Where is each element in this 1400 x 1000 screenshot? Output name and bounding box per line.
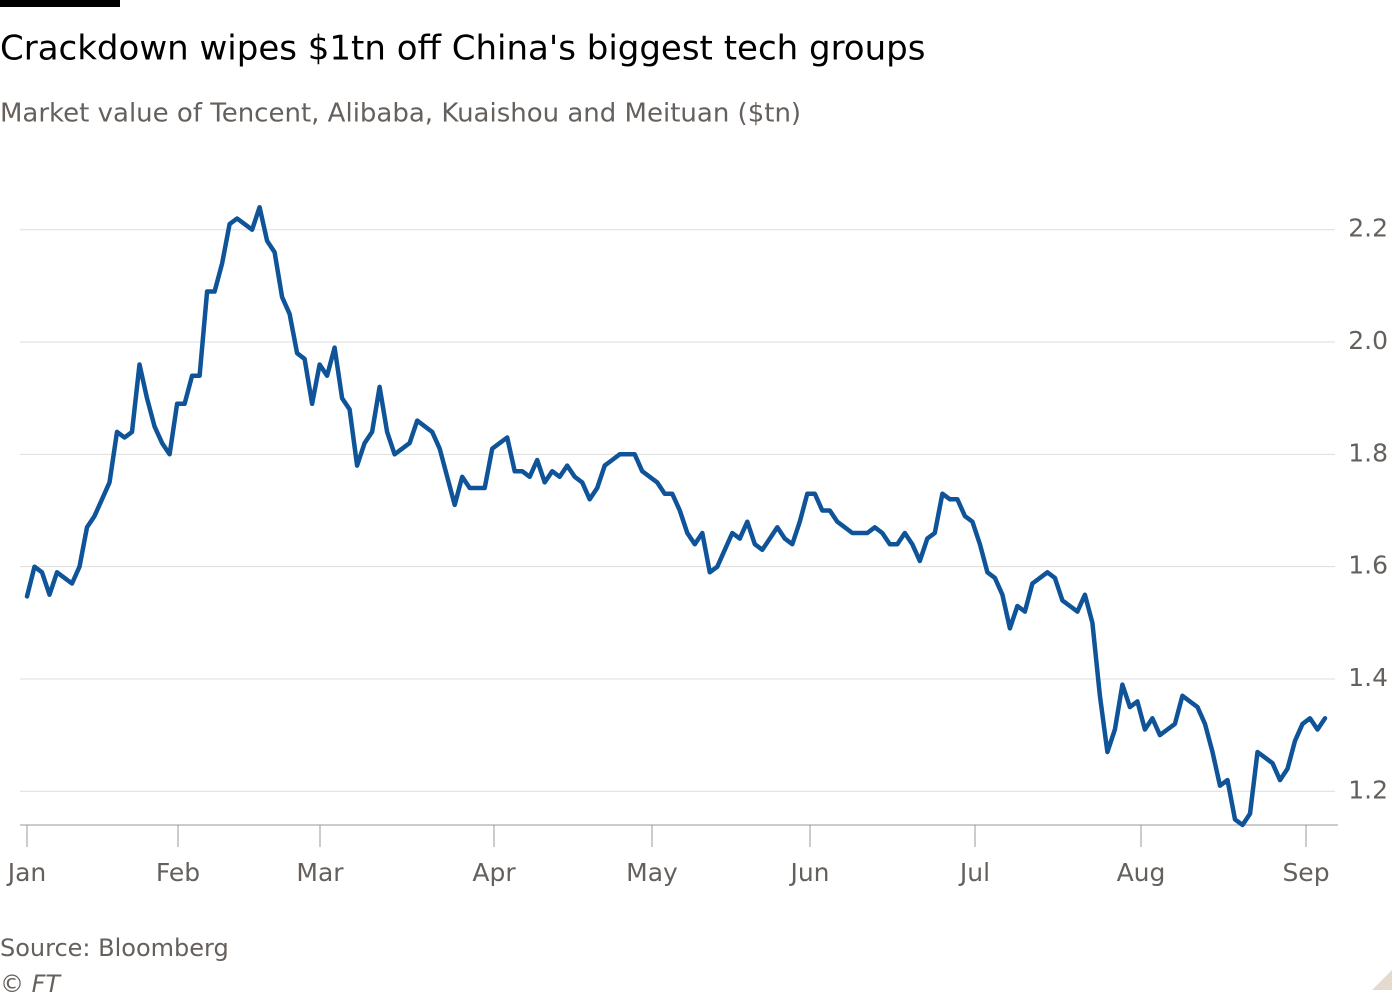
y-tick-label: 1.4: [1348, 663, 1388, 692]
x-tick-label: Jan: [6, 858, 47, 887]
data-line: [24, 204, 1328, 828]
x-tick-label: Jun: [788, 858, 829, 887]
chart-subtitle: Market value of Tencent, Alibaba, Kuaish…: [0, 99, 801, 129]
corner-mark: [1372, 970, 1392, 990]
x-tick-label: Feb: [156, 858, 200, 887]
y-tick-label: 1.8: [1348, 438, 1388, 467]
x-tick-label: May: [626, 858, 678, 887]
x-tick-label: Sep: [1282, 858, 1329, 887]
source: Source: Bloomberg: [0, 934, 229, 962]
chart-title: Crackdown wipes $1tn off China's biggest…: [0, 29, 925, 69]
credit: © FT: [0, 970, 62, 998]
x-tick-label: Apr: [472, 858, 516, 887]
title-bar: [0, 0, 120, 7]
y-tick-label: 2.2: [1348, 214, 1388, 243]
x-tick-label: Mar: [296, 858, 344, 887]
x-tick-label: Aug: [1117, 858, 1166, 887]
y-tick-label: 1.6: [1348, 551, 1388, 580]
y-tick-label: 2.0: [1348, 326, 1388, 355]
x-tick-label: Jul: [958, 858, 990, 887]
y-tick-label: 1.2: [1348, 775, 1388, 804]
